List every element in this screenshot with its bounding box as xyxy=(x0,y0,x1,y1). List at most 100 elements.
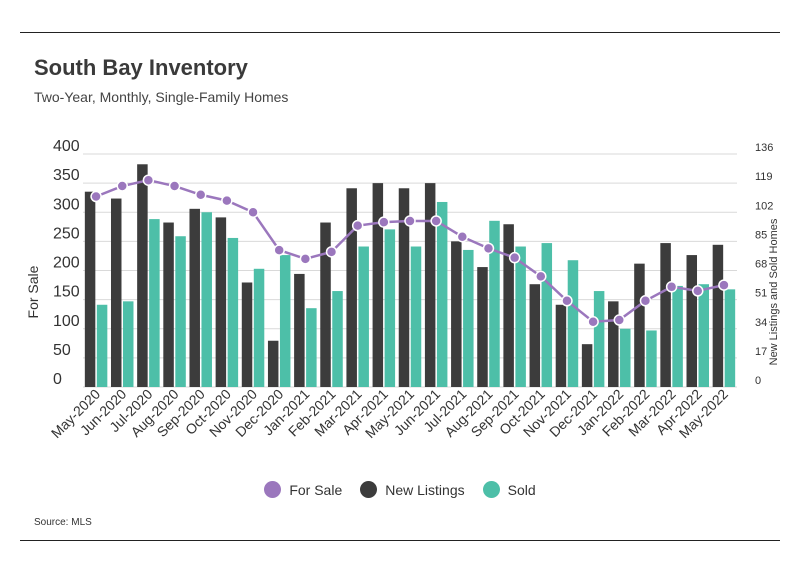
bar-new-listings xyxy=(346,188,357,387)
left-tick-label: 50 xyxy=(53,342,71,359)
point-for-sale xyxy=(194,189,207,201)
bar-sold xyxy=(227,237,239,387)
bar-sold xyxy=(724,289,736,387)
bar-new-listings xyxy=(267,340,279,387)
right-tick-label: 119 xyxy=(755,171,773,183)
bar-new-listings xyxy=(712,244,724,387)
point-for-sale xyxy=(325,246,338,258)
bar-new-listings xyxy=(581,344,593,387)
point-for-sale xyxy=(142,174,155,186)
bar-new-listings xyxy=(686,255,698,387)
point-for-sale xyxy=(116,180,128,192)
point-for-sale xyxy=(508,251,521,264)
bar-sold xyxy=(672,285,683,387)
legend-swatch-new-listings xyxy=(360,481,378,498)
right-tick-label: 51 xyxy=(755,288,767,300)
bar-new-listings xyxy=(660,243,671,387)
right-tick-label: 85 xyxy=(755,229,767,241)
right-tick-label: 102 xyxy=(755,200,773,212)
bar-sold xyxy=(515,246,526,387)
left-tick-label: 150 xyxy=(53,284,80,301)
bar-new-listings xyxy=(110,198,122,387)
bar-sold xyxy=(279,255,291,387)
point-for-sale xyxy=(561,295,573,307)
point-for-sale xyxy=(482,242,495,255)
bar-new-listings xyxy=(477,267,488,387)
bar-sold xyxy=(436,201,448,387)
source-note: Source: MLS xyxy=(34,517,92,528)
bar-sold xyxy=(306,308,317,387)
bar-sold xyxy=(489,220,500,387)
bar-sold xyxy=(541,243,553,387)
bar-new-listings xyxy=(555,304,567,387)
bar-new-listings xyxy=(529,284,541,387)
legend-item-sold: Sold xyxy=(482,481,536,498)
bar-new-listings xyxy=(372,183,384,387)
point-for-sale xyxy=(587,316,599,328)
bar-sold xyxy=(175,236,186,387)
bar-sold xyxy=(698,284,710,387)
legend-label-sold: Sold xyxy=(507,481,536,498)
bar-new-listings xyxy=(320,222,331,387)
bar-sold xyxy=(410,246,422,387)
chart-title: South Bay Inventory xyxy=(34,55,248,80)
chart-subtitle: Two-Year, Monthly, Single-Family Homes xyxy=(34,89,289,105)
bar-sold xyxy=(384,229,396,387)
point-for-sale xyxy=(639,295,652,307)
legend: For Sale New Listings Sold xyxy=(0,481,800,498)
right-tick-label: 17 xyxy=(755,346,767,358)
legend-swatch-for-sale xyxy=(264,481,282,498)
bottom-rule xyxy=(20,540,780,541)
left-tick-label: 300 xyxy=(53,196,80,213)
legend-item-for-sale: For Sale xyxy=(264,481,342,498)
left-tick-label: 350 xyxy=(53,167,80,184)
point-for-sale xyxy=(613,314,626,326)
bar-sold xyxy=(253,268,265,387)
point-for-sale xyxy=(378,216,390,228)
point-for-sale xyxy=(665,281,678,293)
bar-new-listings xyxy=(398,188,410,387)
bar-new-listings xyxy=(137,164,148,387)
point-for-sale xyxy=(692,285,704,297)
legend-label-new-listings: New Listings xyxy=(385,481,465,498)
bar-sold xyxy=(593,291,605,387)
point-for-sale xyxy=(168,180,181,192)
top-rule xyxy=(20,32,780,33)
legend-item-new-listings: New Listings xyxy=(360,481,465,498)
bar-new-listings xyxy=(215,217,227,387)
bar-new-listings xyxy=(294,273,305,387)
right-tick-label: 34 xyxy=(755,317,767,329)
bar-new-listings xyxy=(608,301,619,387)
bar-sold xyxy=(149,219,160,387)
bar-sold xyxy=(358,246,369,387)
bar-sold xyxy=(122,301,134,387)
bar-sold xyxy=(567,260,579,387)
right-axis-title: New Listings and Sold Homes xyxy=(768,218,780,365)
right-tick-label: 0 xyxy=(755,375,761,387)
point-for-sale xyxy=(299,253,312,265)
chart-canvas: 0 50 100 150 200 250 300 350 400 0 17 34 51 68 85 102 11… xyxy=(25,138,780,441)
bar-new-listings xyxy=(241,282,253,387)
left-tick-label: 250 xyxy=(53,225,80,242)
point-for-sale xyxy=(273,244,285,256)
point-for-sale xyxy=(456,230,469,243)
point-for-sale xyxy=(404,215,416,227)
legend-label-for-sale: For Sale xyxy=(289,481,343,498)
bar-sold xyxy=(96,304,108,387)
left-tick-label: 400 xyxy=(53,138,80,155)
right-tick-label: 68 xyxy=(755,259,767,271)
bar-new-listings xyxy=(84,191,96,387)
bar-sold xyxy=(646,330,657,387)
left-tick-label: 0 xyxy=(53,371,62,388)
point-for-sale xyxy=(221,194,233,207)
left-tick-label: 200 xyxy=(53,255,80,272)
bar-sold xyxy=(332,291,343,387)
right-tick-label: 136 xyxy=(755,142,773,154)
left-axis-title: For Sale xyxy=(25,265,41,318)
bar-new-listings xyxy=(503,224,514,387)
point-for-sale xyxy=(90,190,102,203)
bar-sold xyxy=(463,249,474,387)
legend-swatch-sold xyxy=(482,481,500,498)
bar-new-listings xyxy=(424,183,436,387)
bar-sold xyxy=(201,212,212,387)
